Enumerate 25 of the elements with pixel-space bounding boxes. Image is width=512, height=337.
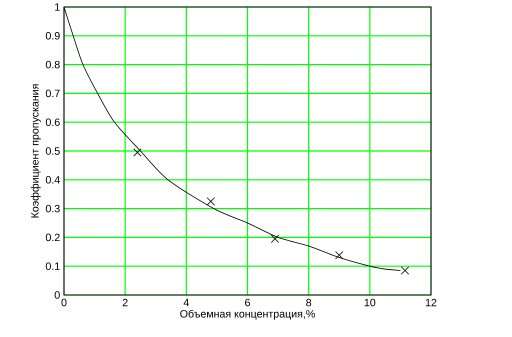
y-tick-label: 0 bbox=[54, 291, 60, 299]
point bbox=[270, 234, 280, 243]
x-tick-label: 0 bbox=[61, 298, 67, 306]
y-tick-label: 0.9 bbox=[46, 32, 60, 40]
point bbox=[133, 148, 142, 157]
point bbox=[206, 197, 215, 206]
x-tick-label: 12 bbox=[426, 298, 436, 306]
y-tick-label: 0.5 bbox=[46, 147, 60, 155]
x-tick-label: 2 bbox=[122, 298, 128, 306]
y-axis-title: Коэффициент пропускания bbox=[30, 84, 41, 218]
y-tick-label: 0.8 bbox=[46, 60, 60, 68]
x-tick-label: 8 bbox=[306, 298, 312, 306]
y-tick-label: 0.4 bbox=[46, 176, 60, 184]
point bbox=[335, 251, 344, 260]
x-axis-title: Объемная концентрация,% bbox=[180, 310, 315, 320]
x-tick-label: 4 bbox=[184, 298, 189, 306]
y-tick-label: 0.3 bbox=[46, 204, 60, 212]
y-tick-label: 1 bbox=[55, 3, 60, 11]
y-tick-label: 0.7 bbox=[46, 90, 60, 98]
y-tick-label: 0.1 bbox=[46, 262, 60, 270]
x-tick-label: 6 bbox=[245, 298, 250, 306]
x-tick-label: 10 bbox=[364, 298, 376, 306]
point bbox=[400, 266, 410, 275]
y-tick-label: 0.2 bbox=[46, 234, 60, 242]
y-tick-label: 0.6 bbox=[46, 118, 60, 126]
